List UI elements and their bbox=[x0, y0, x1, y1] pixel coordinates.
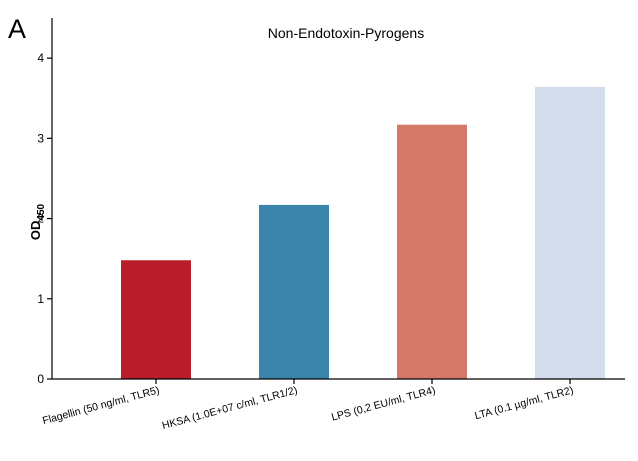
y-axis-label-main: OD bbox=[28, 221, 43, 241]
bar-3 bbox=[397, 124, 467, 379]
y-tick-label: 2 bbox=[37, 212, 44, 226]
x-category-label: LPS (0,2 EU/ml, TLR4) bbox=[330, 384, 437, 423]
y-tick-label: 4 bbox=[37, 51, 44, 65]
panel-label: A bbox=[8, 14, 26, 44]
x-category-label: HKSA (1.0E+07 c/ml, TLR1/2) bbox=[161, 384, 299, 432]
bars-group bbox=[121, 86, 605, 379]
x-category-label: LTA (0.1 µg/ml, TLR2) bbox=[473, 384, 574, 422]
bar-4 bbox=[535, 86, 605, 379]
bar-1 bbox=[121, 260, 191, 379]
chart-title: Non-Endotoxin-Pyrogens bbox=[268, 25, 424, 41]
y-axis-label: OD450 bbox=[28, 203, 47, 240]
y-axis-label-subscript: 450 bbox=[36, 203, 47, 220]
bar-2 bbox=[259, 204, 329, 379]
y-axis-ticks: 0 1 2 3 4 bbox=[37, 51, 52, 386]
x-axis-labels: Flagellin (50 ng/ml, TLR5) HKSA (1.0E+07 … bbox=[41, 379, 575, 432]
y-tick-label: 3 bbox=[37, 131, 44, 145]
x-category-label: Flagellin (50 ng/ml, TLR5) bbox=[41, 384, 161, 427]
y-tick-label: 0 bbox=[37, 372, 44, 386]
y-tick-label: 1 bbox=[37, 292, 44, 306]
